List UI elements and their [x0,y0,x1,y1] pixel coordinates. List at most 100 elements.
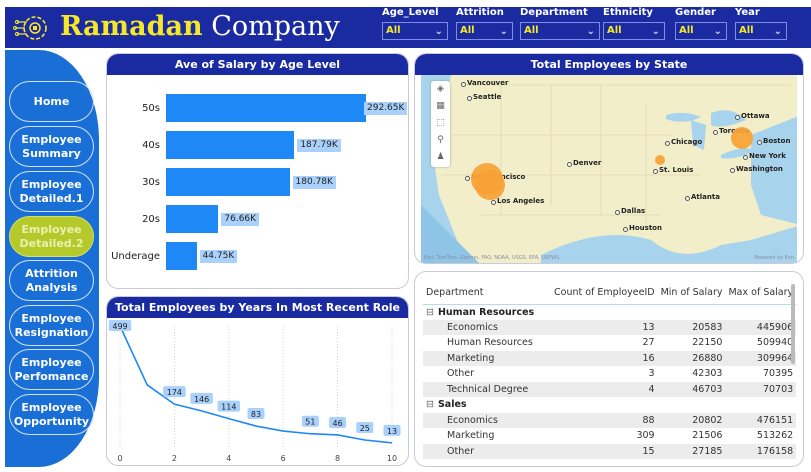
slicer-value: All [679,25,694,36]
column-header[interactable]: Max of Salary [725,282,797,305]
select-icon[interactable]: ⬚ [436,118,445,128]
slicer-value: All [524,25,539,36]
bubble-new-york[interactable] [731,127,753,149]
bar-40s[interactable] [166,131,295,159]
slicer-dropdown[interactable]: All ⌄ [735,22,787,40]
city-marker [685,196,690,201]
grid-icon[interactable]: ▦ [436,101,445,111]
map-toolbar: ◈ ▦ ⬚ ⚲ ♟ [431,81,450,167]
cell-max-salary: 509940 [756,337,794,349]
city-label: Houston [629,224,662,232]
city-marker [665,141,670,146]
chevron-down-icon[interactable]: ⌄ [713,26,722,37]
city-marker [491,200,496,205]
layers-icon[interactable]: ◈ [437,84,444,94]
slicer-dropdown[interactable]: All ⌄ [675,22,727,40]
slicer-value: All [739,25,754,36]
nav-employee-resignation[interactable]: Employee Resignation [9,305,94,346]
table-group-row[interactable]: ⊟ Sales [423,397,796,413]
data-label: 13 [387,427,397,436]
bar-underage[interactable] [166,242,197,270]
cell-count: 3 [648,368,655,380]
data-label: 174 [167,388,182,397]
city-label: Washington [736,165,783,173]
table-row[interactable]: Technical Degree 4 46703 70703 [423,381,797,397]
table-group-row[interactable]: ⊟ Human Resources [423,304,796,320]
cell-department: Economics [423,319,551,335]
salary-by-age-card: Ave of Salary by Age Level 50s 292.65K 40s… [106,53,409,289]
bar-20s[interactable] [166,205,219,233]
cell-min-salary: 27185 [657,443,726,459]
bar-category-label: 20s [142,214,160,225]
chevron-down-icon[interactable]: ⌄ [651,26,660,37]
map-attribution: Esri, TomTom, Garmin, FAO, NOAA, USGS, E… [424,255,560,261]
cell-count: 27 [642,337,655,349]
city-marker [743,155,748,160]
cell-min-salary: 21506 [692,430,723,442]
cell-department: Economics [423,412,551,428]
city-marker [730,168,735,173]
series-line[interactable] [119,325,393,444]
bubble-california-2[interactable] [475,170,505,200]
search-icon[interactable]: ⚲ [437,135,444,145]
table-row[interactable]: Marketing 16 26880 309964 [423,350,797,366]
nav-employee-detailed-1[interactable]: Employee Detailed.1 [9,171,94,212]
chevron-down-icon[interactable]: ⌄ [586,26,595,37]
nav-home[interactable]: Home [9,81,94,122]
collapse-icon[interactable]: ⊟ [426,306,434,318]
person-icon[interactable]: ♟ [436,152,445,162]
column-header[interactable]: Department [423,282,551,305]
collapse-icon[interactable]: ⊟ [426,399,434,411]
city-label: St. Louis [659,166,694,174]
slicer-dropdown[interactable]: All ⌄ [456,22,513,40]
slicer-year: Year All ⌄ [735,6,787,40]
table-row[interactable]: Other 3 42303 70395 [423,366,796,382]
nav-employee-opportunity[interactable]: Employee Opportunity [9,394,94,435]
chevron-down-icon[interactable]: ⌄ [499,26,508,37]
table-row[interactable]: Economics 13 20583 445906 [423,319,797,335]
cell-min-salary: 20583 [657,319,726,335]
chevron-down-icon[interactable]: ⌄ [773,26,782,37]
column-header[interactable]: Count of EmployeeID [551,282,658,305]
cell-department: Marketing [423,350,551,366]
data-label: 83 [251,410,261,419]
table-row[interactable]: Human Resources 27 22150 509940 [423,335,796,351]
data-label-bg [247,408,265,420]
sidebar-nav: Home Employee Summary Employee Detailed.1 E… [5,50,99,467]
table-row[interactable]: Marketing 309 21506 513262 [423,428,796,444]
bubble-illinois[interactable] [655,155,665,165]
cell-max-salary: 513262 [756,430,794,442]
chevron-down-icon[interactable]: ⌄ [434,26,443,37]
slicer-dropdown[interactable]: All ⌄ [603,22,665,40]
nav-employee-perfomance[interactable]: Employee Perfomance [9,349,94,390]
nav-employee-detailed-2[interactable]: Employee Detailed.2 [9,216,94,257]
bar-30s[interactable] [166,168,290,196]
map-canvas[interactable]: ◈▦⬚⚲♟ VancouverSeattleOttawaTorontoBosto… [421,75,797,263]
powered-by-esri[interactable]: Powered by Esri [754,255,794,261]
slicer-dropdown[interactable]: All ⌄ [382,22,448,40]
nav-attrition-analysis[interactable]: Attrition Analysis [9,260,94,301]
slicer-ethnicity: Ethnicity All ⌄ [603,6,665,40]
bar-50s[interactable] [166,94,366,122]
table-row[interactable]: Other 15 27185 176158 [423,443,797,459]
map-background [421,75,797,263]
data-label: 46 [333,419,343,428]
company-title: Ramadan Company [60,9,340,45]
cell-max-salary: 309964 [725,350,797,366]
table-scrollbar[interactable] [791,284,795,364]
column-header[interactable]: Min of Salary [657,282,726,305]
bar-category-label: 30s [142,177,160,188]
slicer-dropdown[interactable]: All ⌄ [520,22,600,40]
cell-min-salary: 46703 [657,381,726,397]
department-salary-table: Department Count of EmployeeID Min of Sala… [423,282,797,459]
table-header-row: Department Count of EmployeeID Min of Sala… [423,282,797,305]
table-row[interactable]: Economics 88 20802 476151 [423,412,797,428]
city-marker [653,169,658,174]
slicer-value: All [386,25,401,36]
brand-name-part2: Company [211,11,340,42]
nav-employee-summary[interactable]: Employee Summary [9,126,94,167]
slicer-label: Department [520,7,588,18]
data-label-bg [190,392,213,404]
data-label: 25 [360,424,370,433]
